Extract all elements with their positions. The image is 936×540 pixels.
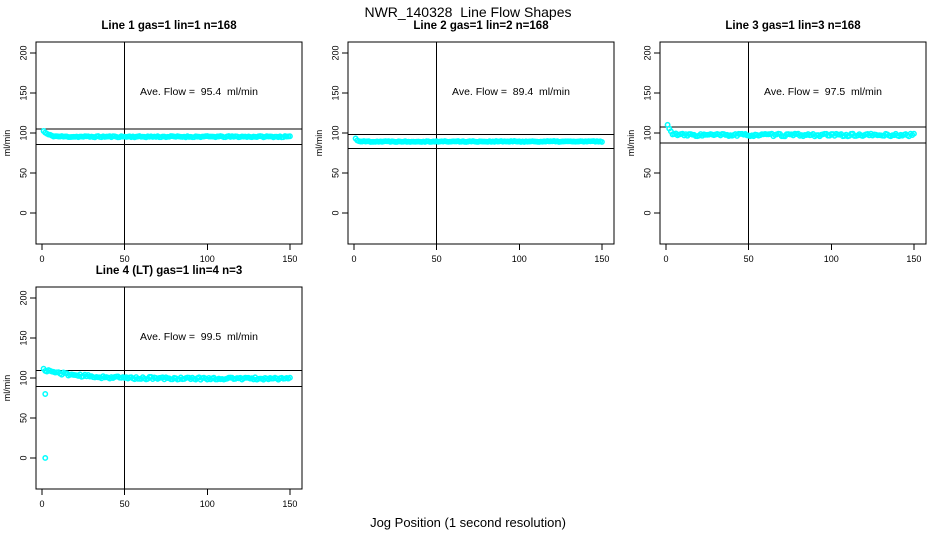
svg-text:0: 0 <box>663 254 668 264</box>
x-axis-label: Jog Position (1 second resolution) <box>370 515 566 530</box>
panel-2-ave-flow-annotation: Ave. Flow = 89.4 ml/min <box>452 86 570 99</box>
axis-ticks: 0 50 100 150 200 0 50 100 150 <box>330 46 609 264</box>
panel-plot-area: 0 50 100 150 200 0 50 100 150 <box>642 41 927 264</box>
scatter-points <box>40 128 293 141</box>
svg-text:100: 100 <box>18 370 28 385</box>
plot-box <box>35 286 303 490</box>
svg-text:200: 200 <box>330 46 340 61</box>
svg-text:200: 200 <box>18 46 28 61</box>
svg-text:50: 50 <box>744 254 754 264</box>
panel-3-ave-flow-annotation: Ave. Flow = 97.5 ml/min <box>764 86 882 99</box>
svg-text:0: 0 <box>330 210 340 215</box>
scatter-points <box>40 365 293 461</box>
svg-text:50: 50 <box>120 499 130 509</box>
panel-4-title: Line 4 (LT) gas=1 lin=4 n=3 <box>95 265 243 277</box>
svg-text:50: 50 <box>18 168 28 178</box>
plot-box <box>659 41 927 245</box>
svg-text:0: 0 <box>39 254 44 264</box>
plot-box <box>347 41 615 245</box>
svg-text:50: 50 <box>330 168 340 178</box>
svg-text:150: 150 <box>18 86 28 101</box>
svg-text:150: 150 <box>642 86 652 101</box>
panel-1-ave-flow-annotation: Ave. Flow = 95.4 ml/min <box>140 86 258 99</box>
svg-text:50: 50 <box>432 254 442 264</box>
svg-text:100: 100 <box>18 125 28 140</box>
panel-1-title: Line 1 gas=1 lin=1 n=168 <box>101 20 237 32</box>
scatter-points <box>664 121 917 140</box>
svg-text:50: 50 <box>642 168 652 178</box>
svg-text:0: 0 <box>39 499 44 509</box>
svg-text:150: 150 <box>330 86 340 101</box>
svg-text:150: 150 <box>18 331 28 346</box>
svg-text:150: 150 <box>906 254 921 264</box>
svg-text:0: 0 <box>18 455 28 460</box>
svg-text:0: 0 <box>642 210 652 215</box>
svg-text:150: 150 <box>282 499 297 509</box>
svg-text:100: 100 <box>642 125 652 140</box>
plot-box <box>35 41 303 245</box>
panel-1-y-axis-label: ml/min <box>2 129 12 157</box>
svg-text:200: 200 <box>18 291 28 306</box>
svg-text:0: 0 <box>351 254 356 264</box>
figure-title: NWR_140328 Line Flow Shapes <box>364 4 572 20</box>
svg-text:50: 50 <box>120 254 130 264</box>
panel-3-title: Line 3 gas=1 lin=3 n=168 <box>725 20 861 32</box>
svg-text:100: 100 <box>824 254 839 264</box>
svg-text:150: 150 <box>594 254 609 264</box>
panel-3-y-axis-label: ml/min <box>626 129 636 157</box>
scatter-points <box>352 135 605 145</box>
panel-plot-area: 0 50 100 150 200 0 50 100 150 <box>18 41 303 264</box>
svg-text:100: 100 <box>200 254 215 264</box>
svg-text:100: 100 <box>512 254 527 264</box>
panel-2-y-axis-label: ml/min <box>314 129 324 157</box>
svg-text:50: 50 <box>18 413 28 423</box>
svg-text:100: 100 <box>200 499 215 509</box>
axis-ticks: 0 50 100 150 200 0 50 100 150 <box>18 46 297 264</box>
svg-text:200: 200 <box>642 46 652 61</box>
svg-text:100: 100 <box>330 125 340 140</box>
axis-ticks: 0 50 100 150 200 0 50 100 150 <box>18 291 297 509</box>
panel-plot-area: 0 50 100 150 200 0 50 100 150 <box>18 286 303 509</box>
svg-text:0: 0 <box>18 210 28 215</box>
panel-plot-area: 0 50 100 150 200 0 50 100 150 <box>330 41 615 264</box>
panel-2-title: Line 2 gas=1 lin=2 n=168 <box>413 20 549 32</box>
panel-4-ave-flow-annotation: Ave. Flow = 99.5 ml/min <box>140 331 258 344</box>
svg-text:150: 150 <box>282 254 297 264</box>
axis-ticks: 0 50 100 150 200 0 50 100 150 <box>642 46 921 264</box>
panel-4-y-axis-label: ml/min <box>2 374 12 402</box>
